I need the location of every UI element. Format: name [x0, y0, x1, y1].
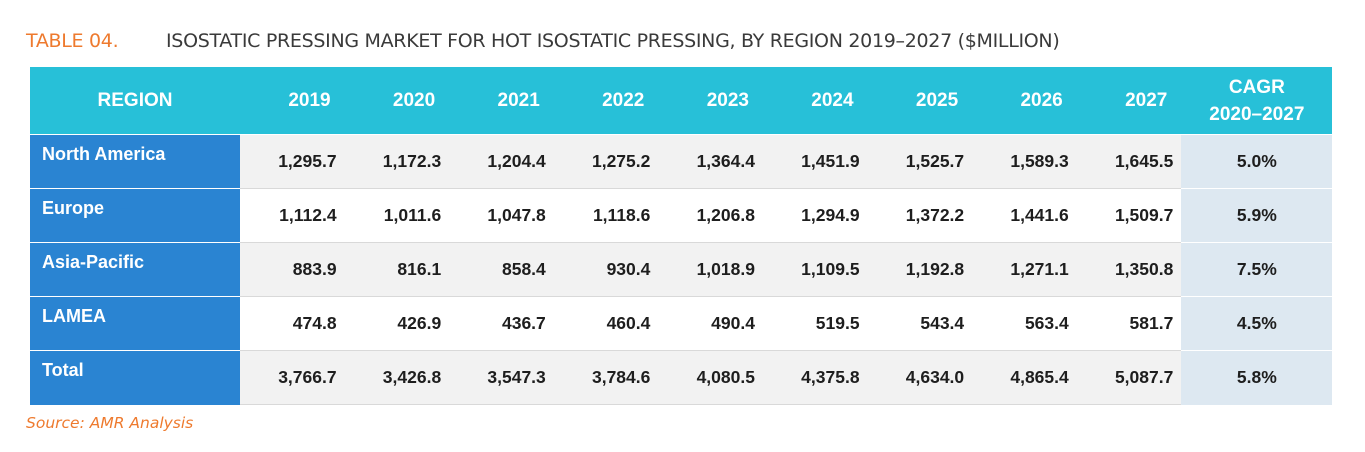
region-cell: North America [30, 134, 240, 189]
value-cell: 474.8 [240, 296, 345, 351]
value-cell: 436.7 [449, 296, 554, 351]
value-cell: 4,375.8 [762, 350, 868, 405]
column-header-year: 2027 [1076, 67, 1182, 135]
value-cell: 543.4 [867, 296, 973, 351]
value-cell: 883.9 [240, 242, 345, 297]
value-cell: 1,109.5 [762, 242, 868, 297]
value-cell: 930.4 [553, 242, 659, 297]
region-cell: Europe [30, 188, 240, 243]
value-cell: 1,589.3 [972, 134, 1077, 189]
value-cell: 3,426.8 [344, 350, 450, 405]
table-number: TABLE 04. [26, 30, 119, 52]
value-cell: 1,294.9 [762, 188, 868, 243]
value-cell: 1,451.9 [762, 134, 868, 189]
value-cell: 1,018.9 [658, 242, 763, 297]
column-header-cagr: CAGR 2020–2027 [1181, 67, 1333, 135]
column-header-year: 2024 [762, 67, 868, 135]
value-cell: 4,080.5 [658, 350, 763, 405]
value-cell: 1,295.7 [240, 134, 345, 189]
value-cell: 858.4 [449, 242, 554, 297]
cagr-cell: 7.5% [1181, 242, 1333, 297]
value-cell: 1,275.2 [553, 134, 659, 189]
column-header-year: 2020 [344, 67, 450, 135]
value-cell: 1,118.6 [553, 188, 659, 243]
value-cell: 1,206.8 [658, 188, 763, 243]
column-header-year: 2023 [658, 67, 763, 135]
value-cell: 3,766.7 [240, 350, 345, 405]
value-cell: 1,271.1 [972, 242, 1077, 297]
region-cell: Total [30, 350, 240, 405]
value-cell: 1,364.4 [658, 134, 763, 189]
value-cell: 4,865.4 [972, 350, 1077, 405]
region-cell: Asia-Pacific [30, 242, 240, 297]
value-cell: 563.4 [972, 296, 1077, 351]
data-table: REGION 2019 2020 2021 2022 2023 2024 202… [30, 67, 1333, 405]
cagr-cell: 4.5% [1181, 296, 1333, 351]
cagr-cell: 5.8% [1181, 350, 1333, 405]
value-cell: 816.1 [344, 242, 450, 297]
value-cell: 1,047.8 [449, 188, 554, 243]
column-header-year: 2026 [972, 67, 1077, 135]
column-header-year: 2019 [240, 67, 345, 135]
column-header-year: 2022 [553, 67, 659, 135]
column-header-year: 2025 [867, 67, 973, 135]
region-cell: LAMEA [30, 296, 240, 351]
value-cell: 3,784.6 [553, 350, 659, 405]
value-cell: 581.7 [1076, 296, 1182, 351]
table-caption: TABLE 04. ISOSTATIC PRESSING MARKET FOR H… [26, 27, 1060, 55]
table-row: LAMEA 474.8 426.9 436.7 460.4 490.4 519.… [30, 296, 1333, 351]
value-cell: 1,192.8 [867, 242, 973, 297]
value-cell: 519.5 [762, 296, 868, 351]
value-cell: 1,525.7 [867, 134, 973, 189]
cagr-cell: 5.0% [1181, 134, 1333, 189]
cagr-header-line2: 2020–2027 [1209, 103, 1305, 125]
source-note: Source: AMR Analysis [26, 414, 194, 432]
column-header-region: REGION [30, 67, 240, 135]
value-cell: 1,172.3 [344, 134, 450, 189]
cagr-cell: 5.9% [1181, 188, 1333, 243]
value-cell: 1,350.8 [1076, 242, 1182, 297]
table-title: ISOSTATIC PRESSING MARKET FOR HOT ISOSTA… [166, 30, 1060, 52]
table-row: Asia-Pacific 883.9 816.1 858.4 930.4 1,0… [30, 242, 1333, 297]
table-row-total: Total 3,766.7 3,426.8 3,547.3 3,784.6 4,… [30, 350, 1333, 405]
value-cell: 3,547.3 [449, 350, 554, 405]
value-cell: 1,112.4 [240, 188, 345, 243]
value-cell: 490.4 [658, 296, 763, 351]
value-cell: 460.4 [553, 296, 659, 351]
value-cell: 426.9 [344, 296, 450, 351]
value-cell: 4,634.0 [867, 350, 973, 405]
cagr-header-line1: CAGR [1228, 76, 1285, 98]
value-cell: 1,441.6 [972, 188, 1077, 243]
value-cell: 1,011.6 [344, 188, 450, 243]
value-cell: 5,087.7 [1076, 350, 1182, 405]
value-cell: 1,509.7 [1076, 188, 1182, 243]
value-cell: 1,204.4 [449, 134, 554, 189]
table-row: Europe 1,112.4 1,011.6 1,047.8 1,118.6 1… [30, 188, 1333, 243]
column-header-year: 2021 [449, 67, 554, 135]
table-row: North America 1,295.7 1,172.3 1,204.4 1,… [30, 134, 1333, 189]
header-row: REGION 2019 2020 2021 2022 2023 2024 202… [30, 67, 1333, 135]
value-cell: 1,372.2 [867, 188, 973, 243]
value-cell: 1,645.5 [1076, 134, 1182, 189]
